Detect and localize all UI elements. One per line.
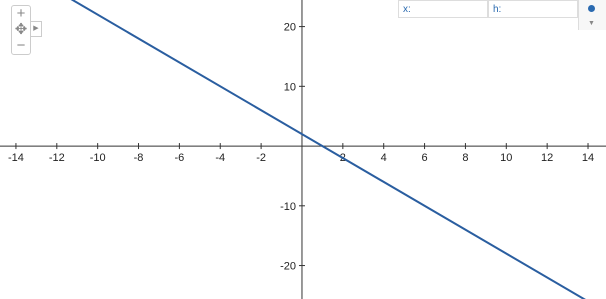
input-h[interactable]: h: [488,0,578,18]
x-tick-label: 14 [582,152,594,164]
y-tick-label: -10 [280,201,296,213]
y-tick-label: 10 [284,81,296,93]
x-tick-label: 12 [541,152,553,164]
x-tick-label: -2 [256,152,266,164]
pan[interactable]: ✥ [14,21,28,38]
dropdown-arrow[interactable]: ▼ [588,20,595,27]
x-tick-label: -4 [215,152,225,164]
x-tick-label: 6 [422,152,428,164]
x-tick-label: 4 [381,152,387,164]
zoom-controls: + ✥ − [11,5,31,55]
zoom-out[interactable]: − [16,37,26,54]
visibility-dot[interactable] [588,5,595,12]
x-tick-label: -12 [49,152,65,164]
input-x[interactable]: x: [398,0,488,18]
x-tick-label: -10 [90,152,106,164]
pan-expand[interactable]: ▶ [30,21,42,37]
x-tick-label: -14 [8,152,24,164]
toggle-panel[interactable]: ▼ [578,0,606,30]
zoom-in[interactable]: + [16,5,26,22]
x-tick-label: 8 [462,152,468,164]
x-tick-label: 10 [500,152,512,164]
x-tick-label: -8 [134,152,144,164]
x-tick-label: -6 [174,152,184,164]
y-tick-label: -20 [280,261,296,273]
y-tick-label: 20 [284,22,296,34]
